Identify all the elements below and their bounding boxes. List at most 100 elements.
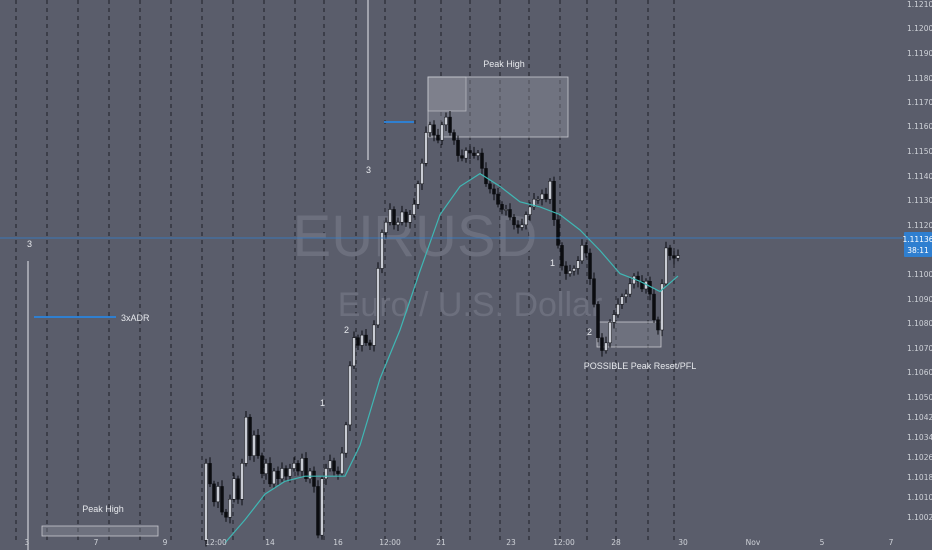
candle-body (660, 283, 664, 331)
possible-reset-label: POSSIBLE Peak Reset/PFL (584, 361, 697, 371)
candle-body (536, 198, 540, 201)
candle-body (672, 255, 676, 259)
peak-high-box-dark (427, 76, 467, 112)
candle-body (652, 293, 656, 320)
y-tick-label: 1.10180 (907, 473, 932, 482)
candle-body (656, 319, 660, 331)
candle-body (612, 314, 616, 323)
candle-body (496, 193, 500, 205)
candle-body (416, 183, 420, 205)
y-tick-label: 1.11600 (907, 122, 932, 131)
candle-body (456, 139, 460, 156)
candle-body (444, 116, 448, 126)
x-tick-label: 3 (25, 538, 30, 547)
wave-label-1-b: 1 (550, 258, 555, 268)
candle-body (280, 468, 284, 480)
candle-body (400, 211, 404, 223)
candle-body (332, 460, 336, 472)
x-tick-label: 23 (506, 538, 516, 547)
candle-body (424, 132, 428, 164)
wave-label-1-a: 1 (320, 398, 325, 408)
candle-body (532, 198, 536, 208)
wave-label-3-left: 3 (27, 239, 32, 249)
candle-body (628, 283, 632, 295)
y-tick-label: 1.11200 (907, 221, 932, 230)
candle-body (480, 152, 484, 169)
candle-body (556, 219, 560, 246)
candle-body (236, 478, 240, 500)
candle-body (624, 293, 628, 297)
y-tick-label: 1.11500 (907, 147, 932, 156)
candle-body (256, 434, 260, 456)
candle-body (576, 260, 580, 269)
candle-body (408, 214, 412, 223)
y-tick-label: 1.10600 (907, 368, 932, 377)
candle-body (336, 470, 340, 474)
candle-body (272, 470, 276, 485)
candle-body (340, 452, 344, 474)
candle-body (676, 255, 680, 259)
candle-body (316, 486, 320, 536)
x-tick-label: 7 (94, 538, 99, 547)
candle-body (620, 296, 624, 305)
y-tick-label: 1.11700 (907, 98, 932, 107)
candle-body (476, 152, 480, 156)
candle-body (216, 486, 220, 503)
candle-body (436, 134, 440, 141)
candle-body (296, 463, 300, 472)
time-axis[interactable]: 3 7 9 12:00 14 16 12:00 21 23 12:00 28 30 Nov 5 7 (25, 538, 894, 547)
candle-body (488, 183, 492, 190)
candle-body (264, 463, 268, 474)
candle-body (472, 152, 476, 156)
y-tick-label: 1.11300 (907, 196, 932, 205)
candle-body (588, 252, 592, 279)
candle-body (292, 463, 296, 469)
candle-body (512, 216, 516, 226)
candle-body (508, 209, 512, 218)
candle-body (260, 455, 264, 474)
candle-body (572, 268, 576, 272)
candle-body (328, 460, 332, 469)
candle-body (396, 222, 400, 226)
candle-body (212, 483, 216, 503)
candle-body (348, 365, 352, 426)
candle-body (404, 211, 408, 223)
current-price-value: 1.11136 (902, 235, 932, 244)
x-tick-label: 7 (889, 538, 894, 547)
y-tick-label: 1.11900 (907, 49, 932, 58)
wave-label-3-mid: 3 (366, 165, 371, 175)
price-axis[interactable]: 1.12100 1.12000 1.11900 1.11800 1.11700 1.116… (902, 0, 932, 550)
y-tick-label: 1.10100 (907, 493, 932, 502)
x-tick-label: Nov (746, 538, 761, 547)
candle-body (284, 468, 288, 477)
candle-body (448, 116, 452, 133)
candle-body (412, 204, 416, 215)
candle-body (268, 463, 272, 485)
candle-body (596, 304, 600, 338)
y-tick-label: 1.10500 (907, 393, 932, 402)
y-tick-label: 1.11400 (907, 172, 932, 181)
x-tick-label: 12:00 (205, 538, 227, 547)
candle-body (420, 163, 424, 185)
y-tick-label: 1.10800 (907, 319, 932, 328)
candle-body (312, 470, 316, 487)
candle-body (220, 486, 224, 513)
x-tick-label: 30 (678, 538, 688, 547)
y-tick-label: 1.10020 (907, 513, 932, 522)
candle-body (300, 457, 304, 472)
candle-body (564, 265, 568, 274)
candle-body (600, 337, 604, 351)
candle-body (468, 150, 472, 154)
peak-high-label-bottom: Peak High (82, 504, 124, 514)
candle-body (428, 124, 432, 133)
x-tick-label: 21 (436, 538, 446, 547)
candle-body (380, 232, 384, 269)
x-tick-label: 28 (611, 538, 621, 547)
current-price-badge (904, 232, 932, 257)
candle-body (640, 281, 644, 290)
candle-body (452, 132, 456, 141)
candle-body (356, 337, 360, 346)
candle-body (204, 463, 208, 541)
candle-body (248, 416, 252, 456)
